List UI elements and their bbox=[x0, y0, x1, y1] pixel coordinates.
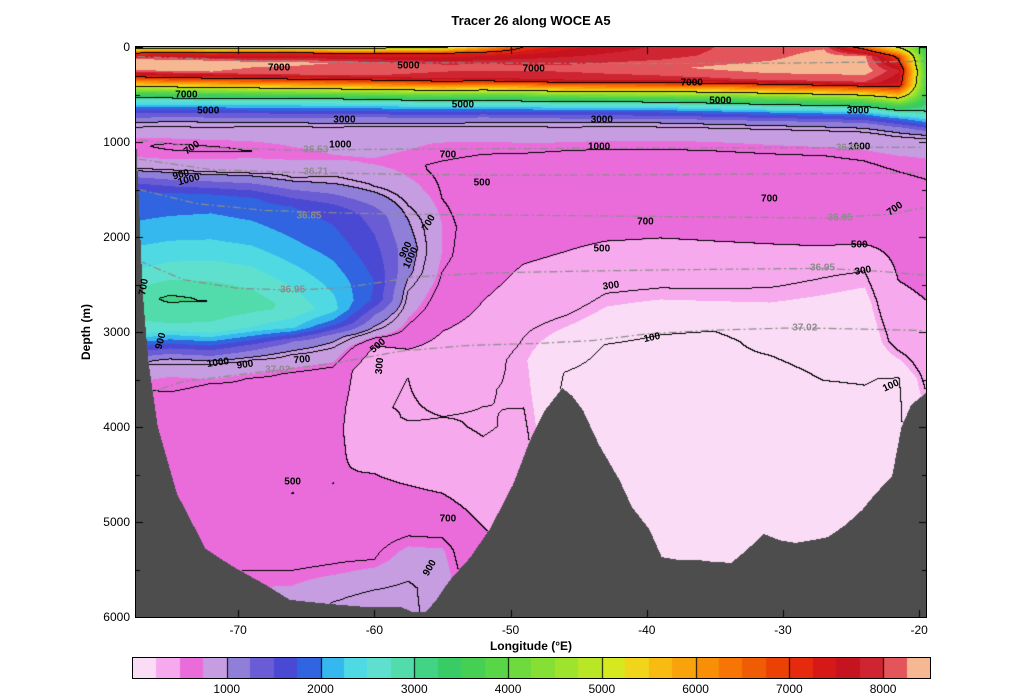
y-tick-label: 2000 bbox=[103, 230, 130, 244]
colorbar-tick-label: 5000 bbox=[588, 682, 616, 693]
y-tick-label: 3000 bbox=[103, 325, 130, 339]
colorbar-tick-label: 6000 bbox=[682, 682, 709, 693]
section-plot-canvas bbox=[135, 46, 927, 618]
x-tick-label: -50 bbox=[501, 623, 520, 637]
x-tick-label: -60 bbox=[365, 623, 384, 637]
x-tick-label: -40 bbox=[638, 623, 656, 637]
x-tick-label: -70 bbox=[229, 623, 247, 637]
y-tick-label: 4000 bbox=[103, 420, 130, 434]
plot-title: Tracer 26 along WOCE A5 bbox=[451, 13, 611, 28]
colorbar-tick-label: 4000 bbox=[494, 682, 522, 693]
x-tick-label: -30 bbox=[774, 623, 792, 637]
y-tick-label: 5000 bbox=[103, 515, 130, 529]
colorbar-tick-label: 3000 bbox=[400, 682, 428, 693]
x-axis-label: Longitude (°E) bbox=[489, 639, 573, 653]
y-tick-label: 1000 bbox=[103, 135, 130, 149]
colorbar-tick-label: 8000 bbox=[869, 682, 897, 693]
y-tick-label: 6000 bbox=[103, 610, 130, 624]
colorbar-tick-label: 2000 bbox=[307, 682, 334, 693]
colorbar-tick-label: 7000 bbox=[775, 682, 803, 693]
y-tick-label: 0 bbox=[123, 40, 130, 54]
x-tick-label: -20 bbox=[910, 623, 928, 637]
colorbar-tick-label: 1000 bbox=[213, 682, 241, 693]
colorbar bbox=[132, 657, 931, 679]
